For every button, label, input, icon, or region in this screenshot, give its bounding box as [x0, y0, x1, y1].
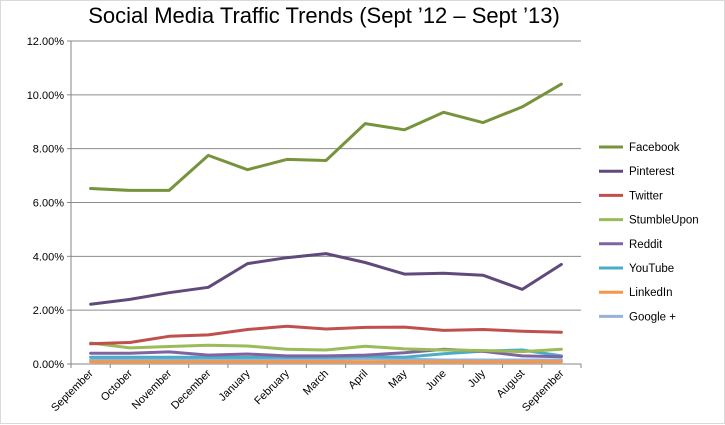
x-tick-label: September	[49, 367, 96, 414]
x-tick-label: January	[216, 367, 253, 404]
series-lines	[89, 82, 563, 364]
series-line-pinterest	[89, 252, 563, 306]
legend-item-facebook: Facebook	[599, 142, 680, 154]
legend-label: Google +	[629, 311, 676, 323]
legend-label: YouTube	[629, 263, 674, 275]
legend-item-stumbleupon: StumbleUpon	[599, 215, 699, 227]
y-tick-label: 2.00%	[33, 305, 64, 317]
x-tick-label: July	[466, 367, 489, 390]
axes	[67, 40, 582, 368]
legend-item-google: Google +	[599, 311, 676, 323]
legend-label: LinkedIn	[629, 287, 672, 299]
legend-label: Pinterest	[629, 166, 675, 178]
legend-item-pinterest: Pinterest	[599, 166, 675, 178]
gridlines	[71, 40, 581, 311]
legend-item-reddit: Reddit	[599, 239, 663, 251]
series-line-google	[89, 357, 563, 362]
x-tick-label: September	[520, 367, 567, 414]
x-tick-label: August	[495, 368, 528, 401]
legend-label: StumbleUpon	[629, 215, 699, 227]
series-line-twitter	[89, 324, 563, 346]
legend-item-linkedin: LinkedIn	[599, 287, 672, 299]
x-tick-label: May	[386, 367, 410, 391]
legend-label: Twitter	[629, 190, 663, 202]
y-tick-labels: 0.00% 2.00% 4.00% 6.00% 8.00% 10.00% 12.00%	[27, 36, 65, 371]
legend: Facebook Pinterest Twitter StumbleUpon Reddi…	[599, 142, 699, 323]
x-tick-label: October	[99, 367, 135, 403]
legend-item-twitter: Twitter	[599, 190, 663, 202]
x-tick-label: November	[130, 367, 175, 412]
chart-title: Social Media Traffic Trends (Sept ’12 – …	[88, 3, 560, 28]
x-tick-label: April	[346, 368, 370, 392]
y-tick-label: 8.00%	[33, 144, 64, 156]
y-tick-label: 0.00%	[33, 359, 64, 371]
x-tick-label: February	[252, 367, 292, 407]
x-tick-label: June	[423, 368, 448, 393]
legend-label: Facebook	[629, 142, 680, 154]
y-tick-label: 6.00%	[33, 198, 64, 210]
series-line-stumbleupon	[89, 341, 563, 354]
legend-item-youtube: YouTube	[599, 263, 674, 275]
y-tick-label: 12.00%	[27, 36, 65, 48]
x-tick-label: December	[169, 367, 214, 412]
legend-label: Reddit	[629, 239, 663, 251]
x-tick-label: March	[301, 368, 331, 398]
series-line-facebook	[89, 82, 563, 192]
y-tick-label: 10.00%	[27, 90, 65, 102]
y-tick-label: 4.00%	[33, 251, 64, 263]
